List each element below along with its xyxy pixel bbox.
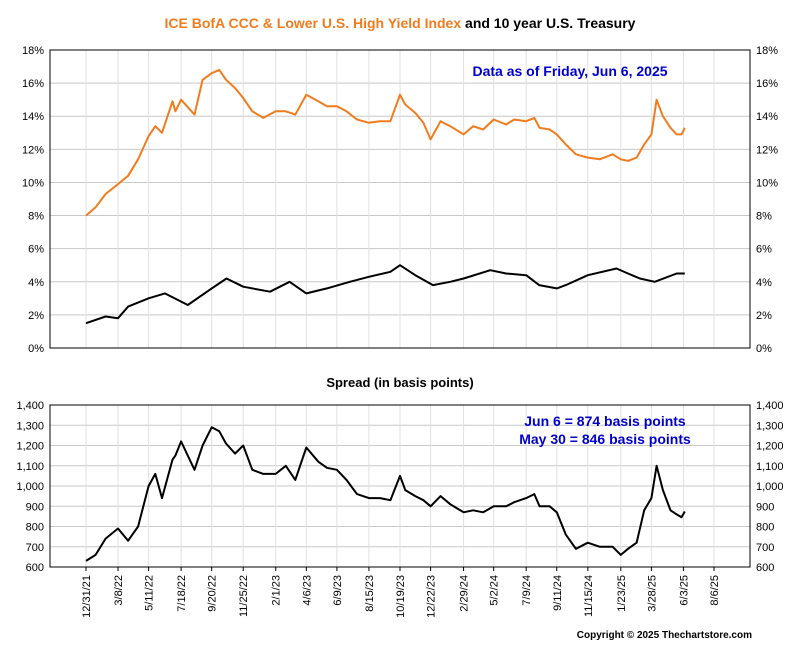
spread-annotation-jun6: Jun 6 = 874 basis points (524, 413, 686, 429)
as-of-annotation: Data as of Friday, Jun 6, 2025 (472, 63, 667, 79)
x-tick-label: 6/9/23 (332, 575, 344, 606)
top-y-tick-left: 2% (28, 310, 44, 322)
x-tick-label: 8/15/23 (364, 575, 376, 612)
x-tick-label: 8/6/25 (709, 575, 721, 606)
top-y-tick-right: 8% (756, 211, 772, 223)
bottom-y-tick-left: 1,000 (16, 481, 44, 493)
top-y-tick-left: 10% (22, 177, 44, 189)
ccc-yield-line (85, 68, 686, 217)
x-tick-label: 10/19/23 (395, 575, 407, 618)
bottom-panel-y-ticks: 600 600 700 700 800 800 900 900 1,000 1,000 1,100 1… (16, 400, 783, 574)
chart-title-treasury: and 10 year U.S. Treasury (461, 15, 636, 31)
top-y-tick-left: 14% (22, 111, 44, 123)
bottom-panel-series (85, 426, 686, 562)
chart-title-ccc: ICE BofA CCC & Lower U.S. High Yield Ind… (165, 15, 462, 31)
bottom-y-tick-left: 800 (26, 522, 44, 534)
bottom-y-tick-right: 1,200 (756, 441, 784, 453)
top-y-tick-right: 16% (756, 78, 778, 90)
x-tick-label: 9/11/24 (552, 575, 564, 611)
top-y-tick-left: 18% (22, 45, 44, 57)
spread-line (85, 426, 686, 562)
x-tick-label: 7/9/24 (521, 575, 533, 606)
bottom-panel-x-ticks: 12/31/21 3/8/22 5/11/22 7/18/22 9/20/22 11/25… (81, 567, 721, 618)
bottom-y-tick-right: 700 (756, 542, 774, 554)
top-y-tick-left: 0% (28, 343, 44, 355)
top-y-tick-right: 10% (756, 177, 778, 189)
top-panel-y-ticks: 0% 0% 2% 2% 4% 4% 6% 6% 8% 8% 10% 10% 12% 12% 14% 14% 16… (22, 45, 778, 355)
top-y-tick-right: 14% (756, 111, 778, 123)
x-tick-label: 12/22/23 (426, 575, 438, 618)
x-tick-label: 3/28/25 (646, 575, 658, 612)
bottom-y-tick-left: 1,400 (16, 400, 44, 412)
x-tick-label: 7/18/22 (176, 575, 188, 612)
top-y-tick-right: 2% (756, 310, 772, 322)
bottom-y-tick-left: 900 (26, 501, 44, 513)
x-tick-label: 1/23/25 (616, 575, 628, 612)
x-tick-label: 2/1/23 (271, 575, 283, 606)
x-tick-label: 3/8/22 (113, 575, 125, 606)
top-y-tick-right: 12% (756, 144, 778, 156)
bottom-y-tick-right: 1,300 (756, 420, 784, 432)
bottom-panel-grid (50, 405, 750, 567)
bottom-y-tick-left: 600 (26, 562, 44, 574)
copyright-text: Copyright © 2025 Thechartstore.com (577, 630, 752, 641)
bottom-y-tick-left: 1,300 (16, 420, 44, 432)
bottom-y-tick-left: 1,100 (16, 461, 44, 473)
top-y-tick-right: 6% (756, 244, 772, 256)
top-panel-frame (49, 49, 751, 349)
x-tick-label: 6/3/25 (678, 575, 690, 606)
top-y-tick-left: 4% (28, 277, 44, 289)
bottom-y-tick-right: 1,000 (756, 481, 784, 493)
chart-title: ICE BofA CCC & Lower U.S. High Yield Ind… (165, 15, 636, 31)
top-y-tick-right: 4% (756, 277, 772, 289)
x-tick-label: 11/15/24 (583, 575, 595, 617)
top-y-tick-right: 18% (756, 45, 778, 57)
top-y-tick-left: 6% (28, 244, 44, 256)
top-y-tick-left: 12% (22, 144, 44, 156)
x-tick-label: 12/31/21 (81, 575, 93, 618)
x-tick-label: 2/29/24 (459, 575, 471, 612)
treasury-yield-line (85, 264, 685, 325)
bottom-y-tick-right: 800 (756, 522, 774, 534)
x-tick-label: 4/6/23 (301, 575, 313, 606)
x-tick-label: 9/20/22 (207, 575, 219, 612)
bottom-y-tick-left: 700 (26, 542, 44, 554)
top-y-tick-right: 0% (756, 343, 772, 355)
spread-panel-title: Spread (in basis points) (326, 375, 473, 390)
x-tick-label: 5/11/22 (144, 575, 156, 611)
top-panel-series (85, 68, 686, 325)
bottom-y-tick-left: 1,200 (16, 441, 44, 453)
x-tick-label: 5/2/24 (489, 575, 501, 606)
top-y-tick-left: 16% (22, 78, 44, 90)
top-y-tick-left: 8% (28, 211, 44, 223)
bottom-y-tick-right: 600 (756, 562, 774, 574)
bottom-y-tick-right: 1,100 (756, 461, 784, 473)
bottom-y-tick-right: 900 (756, 501, 774, 513)
x-tick-label: 11/25/22 (238, 575, 250, 617)
bottom-y-tick-right: 1,400 (756, 400, 784, 412)
spread-annotation-may30: May 30 = 846 basis points (519, 431, 691, 447)
